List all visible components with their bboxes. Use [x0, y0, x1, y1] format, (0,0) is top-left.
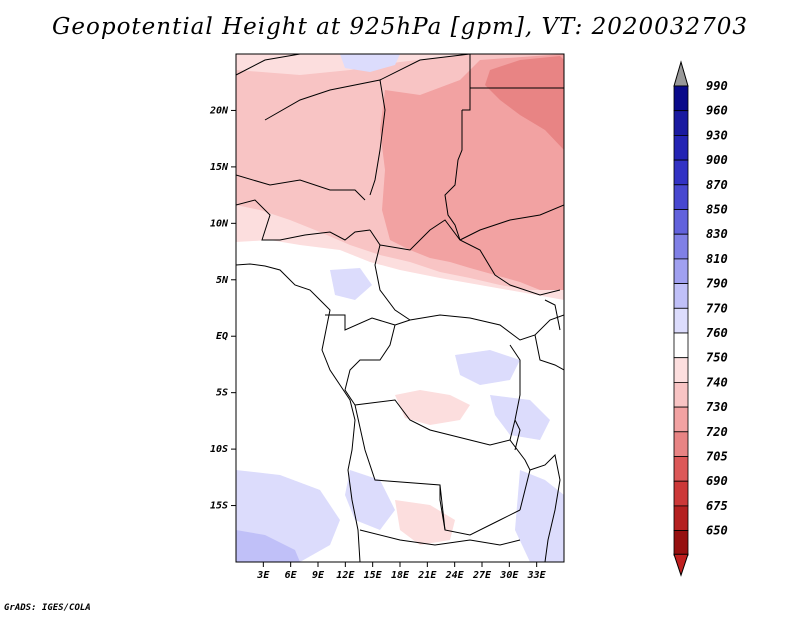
field-720: [485, 56, 564, 150]
lat-tick-label: 5S: [216, 388, 228, 399]
colorbar-swatch: [673, 357, 689, 383]
lon-tick-label: 24E: [445, 570, 465, 581]
lat-tick-label: 20N: [209, 105, 229, 116]
colorbar-swatch: [673, 307, 689, 334]
colorbar-swatch: [673, 505, 689, 531]
colorbar-swatch: [673, 283, 689, 309]
colorbar-label: 900: [706, 153, 728, 167]
lat-tick-label: 10S: [210, 444, 228, 455]
shaded-field: [236, 54, 564, 562]
field-770: [345, 470, 395, 530]
lat-axis: 20N 15N 10N 5N EQ 5S 10S 15S: [209, 105, 236, 512]
field-790: [236, 530, 300, 562]
colorbar-swatch: [673, 233, 689, 260]
lon-tick-label: 33E: [527, 570, 547, 581]
lat-tick-label: 10N: [210, 218, 229, 229]
field-750: [395, 500, 455, 545]
lon-tick-label: 15E: [364, 570, 383, 581]
lon-tick-label: 3E: [256, 570, 270, 581]
field-770: [340, 54, 400, 72]
colorbar-label: 960: [706, 104, 728, 118]
colorbar-swatch: [673, 530, 689, 556]
colorbar-swatch: [673, 381, 689, 408]
colorbar: 990 960 930 900 870 850 830 810 790 770 760 750 740 7…: [673, 60, 728, 577]
colorbar-label: 830: [706, 227, 728, 241]
colorbar-swatch: [673, 406, 689, 433]
colorbar-swatch: [673, 209, 689, 235]
colorbar-label: 750: [706, 351, 728, 365]
colorbar-label: 990: [706, 79, 728, 93]
colorbar-label: 870: [706, 178, 728, 192]
colorbar-label: 705: [706, 450, 728, 464]
grads-credit: GrADS: IGES/COLA: [4, 603, 91, 613]
lon-tick-label: 12E: [336, 570, 355, 581]
field-770: [330, 268, 372, 300]
colorbar-swatch: [673, 431, 689, 457]
field-770: [490, 395, 550, 440]
lat-tick-label: 15N: [210, 162, 229, 173]
lon-tick-label: 21E: [417, 570, 437, 581]
field-770: [455, 350, 520, 385]
colorbar-label: 650: [706, 524, 728, 538]
colorbar-swatch: [673, 258, 689, 284]
lon-tick-label: 18E: [391, 570, 410, 581]
colorbar-swatch: [673, 85, 689, 112]
colorbar-label: 690: [706, 474, 728, 488]
lat-tick-label: 15S: [210, 501, 228, 512]
lon-tick-label: 30E: [499, 570, 519, 581]
colorbar-label: 770: [706, 301, 728, 315]
colorbar-label: 720: [706, 425, 728, 439]
colorbar-label: 790: [706, 277, 728, 291]
lat-tick-label: EQ: [216, 331, 228, 342]
lon-tick-label: 27E: [472, 570, 492, 581]
colorbar-swatch: [673, 184, 689, 210]
colorbar-label: 850: [706, 203, 728, 217]
colorbar-swatch: [673, 480, 689, 507]
colorbar-swatch: [673, 456, 689, 482]
colorbar-label: 675: [706, 499, 728, 513]
colorbar-bottom-arrow: [673, 553, 689, 577]
colorbar-label: 760: [706, 326, 728, 340]
colorbar-swatch: [673, 332, 689, 359]
colorbar-swatch: [673, 110, 689, 136]
colorbar-top-arrow: [673, 60, 689, 87]
colorbar-swatch: [673, 159, 689, 186]
lon-tick-label: 9E: [312, 570, 325, 581]
colorbar-swatch: [673, 134, 689, 161]
field-750: [395, 390, 470, 425]
lat-tick-label: 5N: [216, 275, 229, 286]
borders: [236, 54, 564, 562]
colorbar-label: 930: [706, 128, 728, 142]
field-770: [515, 470, 564, 562]
colorbar-label: 810: [706, 252, 728, 266]
colorbar-label: 740: [706, 375, 728, 389]
colorbar-label: 730: [706, 400, 728, 414]
lon-axis: 3E 6E 9E 12E 15E 18E 21E 24E 27E 30E 33E: [256, 562, 547, 581]
chart-title: Geopotential Height at 925hPa [gpm], VT:…: [52, 14, 748, 40]
lon-tick-label: 6E: [285, 570, 298, 581]
